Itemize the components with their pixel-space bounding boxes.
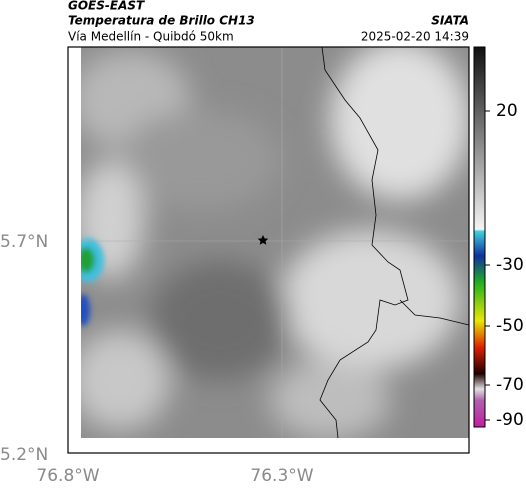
colorbar-label: -30 xyxy=(496,255,524,275)
colorbar-label: -90 xyxy=(496,410,524,430)
colorbar-ticks: 20 -30 -50 -70 -90 xyxy=(485,101,524,430)
datetime: 2025-02-20 14:39 xyxy=(361,30,469,44)
map-frame xyxy=(67,46,470,454)
lon-label: 76.3°W xyxy=(250,466,313,486)
colorbar xyxy=(473,46,486,428)
title: GOES-EAST xyxy=(68,0,145,13)
colorbar-label: -50 xyxy=(496,316,524,336)
satellite-image xyxy=(81,47,469,438)
subtitle: Temperatura de Brillo CH13 xyxy=(68,14,255,28)
colorbar-label: -70 xyxy=(496,375,524,395)
location: Vía Medellín - Quibdó 50km xyxy=(68,30,234,44)
lat-label: 5.7°N xyxy=(0,232,48,252)
colorbar-label: 20 xyxy=(496,101,518,121)
lon-label: 76.8°W xyxy=(36,466,99,486)
source: SIATA xyxy=(431,14,469,28)
lat-label: 5.2°N xyxy=(0,445,48,465)
